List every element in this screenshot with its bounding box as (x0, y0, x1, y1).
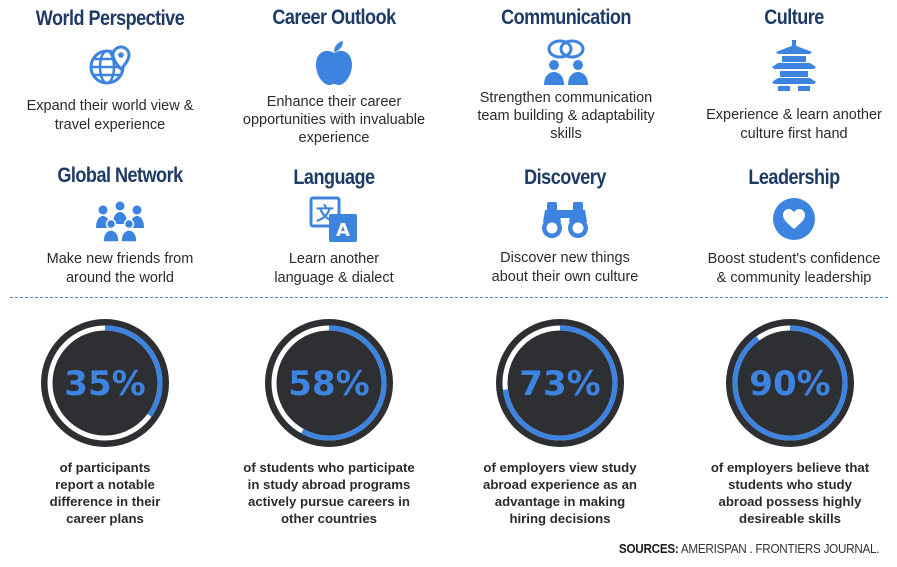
stat-card: 73% of employers view study abroad exper… (450, 313, 670, 527)
stat-card: 58% of students who participate in study… (219, 313, 439, 527)
benefit-description-line: around the world (65, 270, 174, 286)
stat-description-line: hiring decisions (509, 511, 611, 526)
benefit-world-perspective: World Perspective Expand their world vie… (0, 7, 220, 135)
benefit-description-line: language & dialect (274, 270, 394, 286)
translate-icon: 文 A (309, 196, 357, 242)
ring-progress (47, 325, 163, 441)
stat-value: 73% (519, 364, 600, 404)
benefit-global-network: Global Network Make new friends from aro… (10, 164, 230, 288)
svg-text:A: A (336, 220, 350, 241)
ring-progress (502, 325, 618, 441)
binoculars-icon (542, 202, 588, 238)
people-speech-icon (544, 39, 588, 85)
stat-description-line: actively pursue careers in (247, 494, 410, 509)
globe-location-icon (89, 45, 131, 85)
ring-progress (271, 325, 387, 441)
stat-description-line: abroad possess highly (718, 494, 862, 509)
benefit-description-line: culture first hand (740, 126, 848, 142)
benefit-description-line: Enhance their career (266, 94, 402, 110)
benefit-title: Language (293, 166, 375, 189)
stat-description-line: desireable skills (739, 511, 841, 526)
stat-description-line: of participants (59, 460, 151, 475)
stat-value: 58% (288, 364, 369, 404)
stat-description-line: career plans (66, 511, 144, 526)
heart-badge-icon (773, 198, 815, 240)
benefit-description-line: & community leadership (716, 270, 872, 286)
benefit-career-outlook: Career Outlook Enhance their career oppo… (224, 6, 444, 147)
benefit-leadership: Leadership Boost student's confidence & … (684, 166, 897, 288)
stat-description-line: difference in their (49, 494, 161, 509)
stat-description-line: other countries (281, 511, 377, 526)
stat-description-line: advantage in making (494, 494, 626, 509)
benefit-description-line: opportunities with invaluable (242, 112, 426, 128)
stat-card: 90% of employers believe that students w… (680, 313, 897, 527)
benefit-description-line: Strengthen communication (479, 90, 653, 106)
benefit-title: Career Outlook (272, 6, 396, 29)
stat-value: 35% (64, 364, 145, 404)
stat-ring: 35% (41, 319, 169, 447)
stat-description-line: of employers view study (483, 460, 637, 475)
pagoda-icon (772, 40, 816, 91)
benefit-description-line: skills (550, 126, 582, 142)
benefit-language: Language 文 A Learn another language & di… (224, 166, 444, 288)
benefit-discovery: Discovery Discover new things about thei… (455, 166, 675, 287)
benefit-title: Discovery (524, 166, 606, 189)
stat-ring: 58% (265, 319, 393, 447)
benefit-culture: Culture Experience & learn another cultu… (684, 6, 897, 144)
apple-icon (316, 41, 352, 85)
sources-credit: SOURCES: AMERISPAN . FRONTIERS JOURNAL. (618, 541, 880, 556)
stat-description-line: of employers believe that (710, 460, 870, 475)
benefit-communication: Communication Strengthen communication t… (456, 6, 676, 143)
stat-description-line: students who study (728, 477, 852, 492)
benefit-description-line: Learn another (288, 251, 380, 267)
benefit-title: Global Network (57, 164, 183, 187)
stat-description-line: report a notable (55, 477, 155, 492)
benefit-description-line: Boost student's confidence (707, 251, 881, 267)
group-people-icon (96, 201, 144, 242)
benefit-title: Culture (764, 6, 824, 29)
benefit-description-line: team building & adaptability (477, 108, 655, 124)
benefit-title: Communication (501, 6, 631, 29)
benefit-description-line: Make new friends from (46, 251, 194, 267)
stat-description-line: of students who participate (243, 460, 415, 475)
benefit-description-line: travel experience (54, 117, 166, 133)
benefit-description-line: Experience & learn another (706, 107, 882, 123)
benefit-title: Leadership (748, 166, 840, 189)
stat-value: 90% (749, 364, 830, 404)
benefit-description-line: Discover new things (500, 250, 630, 266)
stat-description-line: abroad experience as an (483, 477, 637, 492)
benefit-description-line: experience (298, 130, 370, 146)
section-divider (10, 297, 888, 298)
benefit-description-line: Expand their world view & (26, 98, 194, 114)
sources-label: SOURCES: (618, 541, 679, 556)
benefit-title: World Perspective (35, 7, 185, 30)
stat-ring: 73% (496, 319, 624, 447)
stat-card: 35% of participants report a notable dif… (0, 313, 215, 527)
ring-progress (732, 325, 848, 441)
stat-description-line: in study abroad programs (247, 477, 411, 492)
benefit-description-line: about their own culture (491, 269, 639, 285)
stat-ring: 90% (726, 319, 854, 447)
sources-text: AMERISPAN . FRONTIERS JOURNAL. (678, 541, 880, 556)
